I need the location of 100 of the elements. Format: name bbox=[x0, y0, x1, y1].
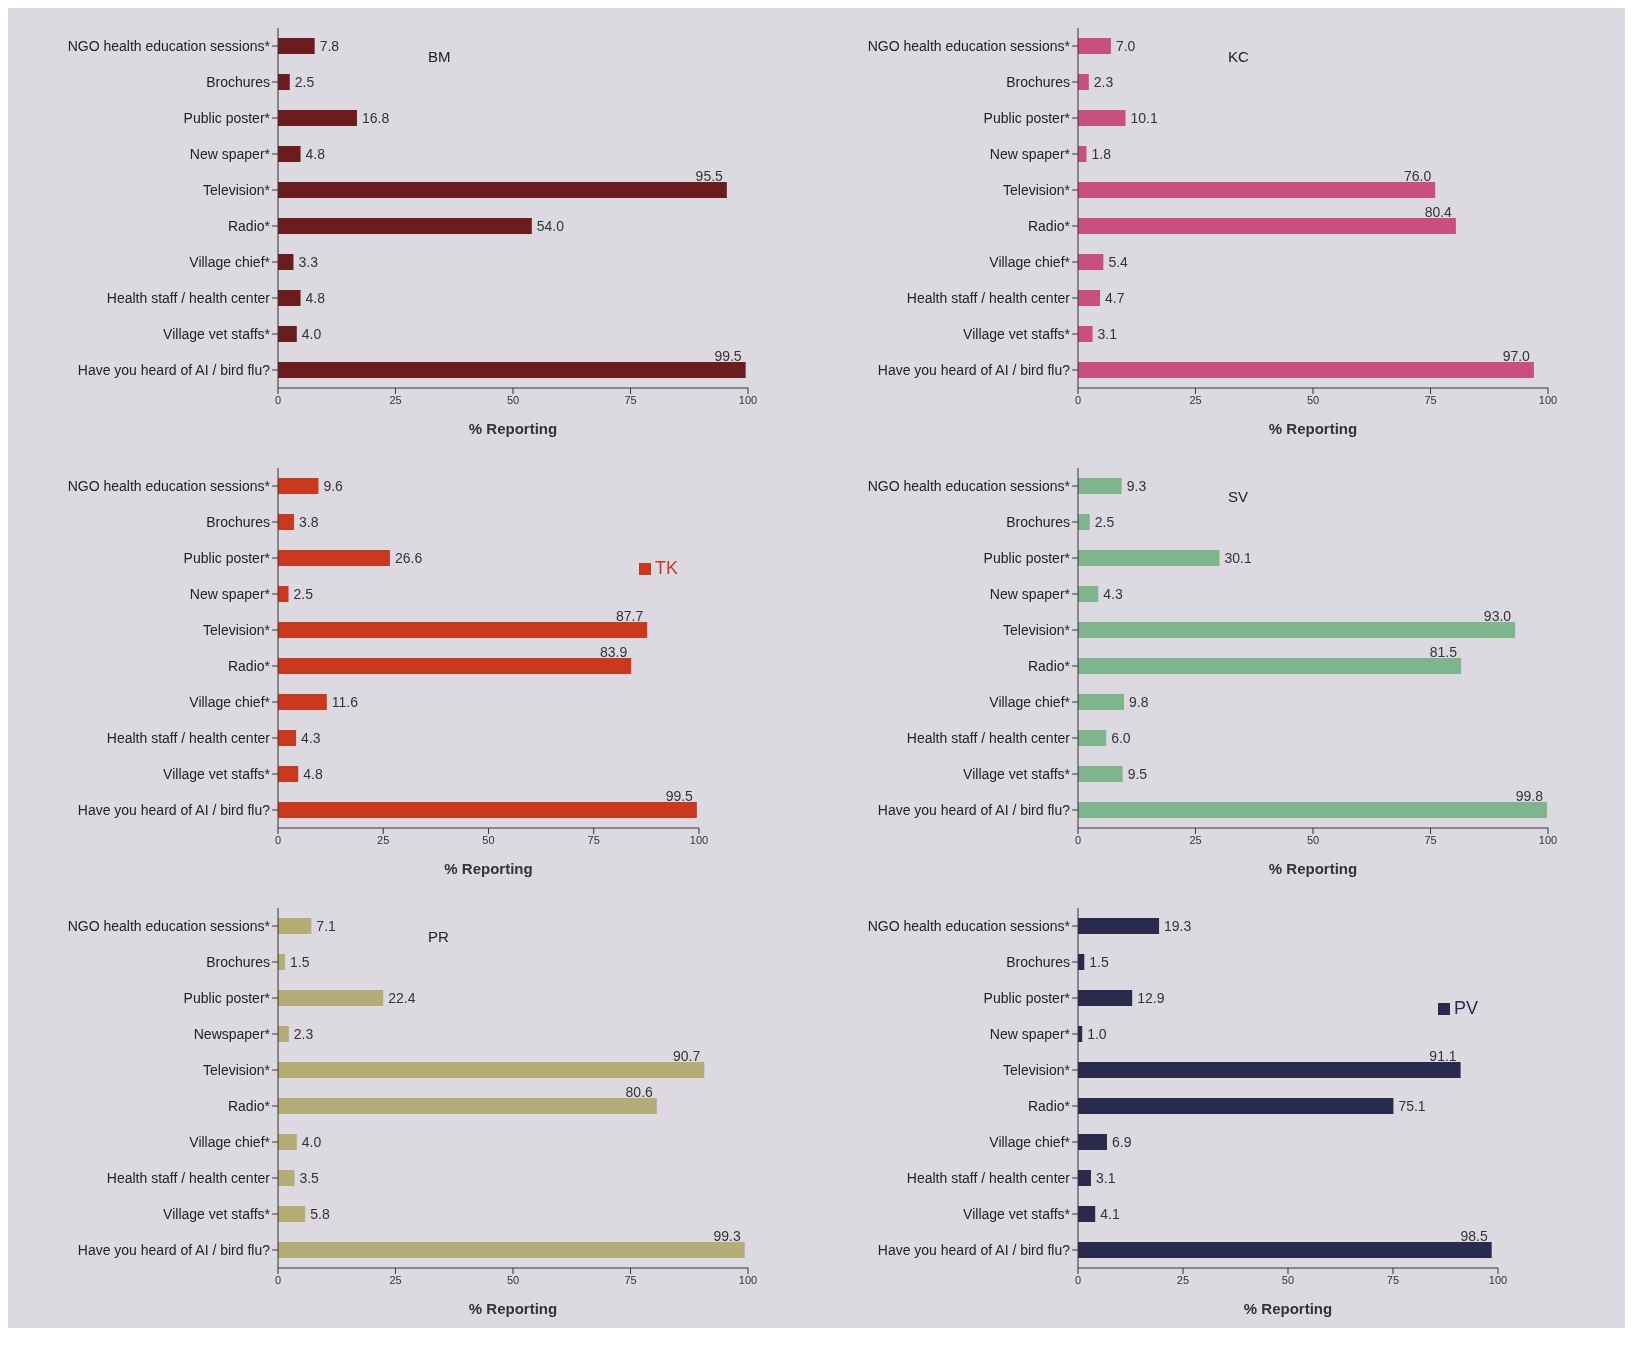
data-label: 97.0 bbox=[1502, 348, 1531, 364]
bar bbox=[1078, 478, 1122, 494]
x-axis-title: % Reporting bbox=[1268, 420, 1358, 437]
data-label: 87.7 bbox=[615, 608, 644, 624]
bar bbox=[1078, 1170, 1092, 1186]
bar bbox=[1078, 290, 1101, 306]
bar bbox=[278, 694, 327, 710]
data-label: 3.8 bbox=[299, 514, 319, 530]
x-tick-label: 25 bbox=[1176, 1273, 1190, 1286]
y-tick-label: Health staff / health center bbox=[106, 1169, 271, 1186]
y-tick-label: New spaper* bbox=[189, 145, 271, 162]
x-tick-label: 75 bbox=[624, 1273, 637, 1286]
data-label: 10.1 bbox=[1130, 110, 1158, 126]
bar bbox=[1078, 586, 1099, 602]
data-label: 30.1 bbox=[1224, 550, 1252, 566]
data-label: 80.4 bbox=[1424, 204, 1453, 220]
y-tick-label: Village chief* bbox=[189, 693, 271, 710]
bar bbox=[278, 766, 299, 782]
data-label: 4.3 bbox=[301, 730, 321, 746]
bar bbox=[278, 1134, 297, 1150]
y-tick-label: Village vet staffs* bbox=[963, 765, 1071, 782]
data-label: 95.5 bbox=[695, 168, 724, 184]
y-tick-label: Village chief* bbox=[189, 1133, 271, 1150]
data-label: 4.8 bbox=[305, 290, 326, 306]
bar bbox=[1078, 218, 1456, 234]
bar bbox=[1078, 38, 1111, 54]
y-tick-label: New spaper* bbox=[989, 145, 1071, 162]
x-tick-label: 50 bbox=[1281, 1273, 1295, 1286]
data-label: 7.0 bbox=[1115, 38, 1136, 54]
y-tick-label: Television* bbox=[203, 621, 271, 638]
data-label: 76.0 bbox=[1403, 168, 1432, 184]
bar bbox=[278, 182, 727, 198]
bar bbox=[1078, 110, 1126, 126]
y-tick-label: Public poster* bbox=[983, 989, 1071, 1006]
bar bbox=[1078, 622, 1516, 638]
y-tick-label: Have you heard of AI / bird flu? bbox=[77, 801, 271, 818]
x-tick-label: 25 bbox=[377, 833, 390, 846]
y-tick-label: Have you heard of AI / bird flu? bbox=[877, 801, 1071, 818]
x-tick-label: 100 bbox=[1538, 393, 1558, 406]
data-label: 83.9 bbox=[599, 644, 628, 660]
bar bbox=[278, 1026, 289, 1042]
bar bbox=[1078, 802, 1548, 818]
bar bbox=[1078, 766, 1123, 782]
data-label: 9.3 bbox=[1126, 478, 1147, 494]
bar bbox=[278, 1242, 745, 1258]
y-tick-label: New spaper* bbox=[989, 1025, 1071, 1042]
y-tick-label: Public poster* bbox=[183, 109, 271, 126]
bar bbox=[278, 290, 301, 306]
data-label: 22.4 bbox=[388, 990, 416, 1006]
legend-label: TK bbox=[654, 558, 678, 578]
y-tick-label: Radio* bbox=[227, 1097, 271, 1114]
annotation: PR bbox=[428, 928, 449, 945]
data-label: 80.6 bbox=[625, 1084, 654, 1100]
x-tick-label: 75 bbox=[1386, 1273, 1400, 1286]
data-label: 98.5 bbox=[1460, 1228, 1488, 1244]
data-label: 7.8 bbox=[319, 38, 340, 54]
bar bbox=[278, 326, 297, 342]
x-tick-label: 25 bbox=[1189, 393, 1202, 406]
data-label: 91.1 bbox=[1429, 1048, 1457, 1064]
y-tick-label: Health staff / health center bbox=[906, 289, 1071, 306]
bar bbox=[1078, 514, 1090, 530]
x-tick-label: 75 bbox=[624, 393, 637, 406]
x-tick-label: 75 bbox=[1424, 833, 1437, 846]
y-tick-label: Television* bbox=[1003, 621, 1071, 638]
data-label: 5.8 bbox=[310, 1206, 330, 1222]
x-tick-label: 0 bbox=[1074, 833, 1082, 846]
y-tick-label: Public poster* bbox=[183, 549, 271, 566]
y-tick-label: NGO health education sessions* bbox=[867, 37, 1071, 54]
bar bbox=[1078, 1242, 1492, 1258]
bar bbox=[278, 658, 632, 674]
y-tick-label: Village vet staffs* bbox=[963, 325, 1071, 342]
data-label: 2.5 bbox=[293, 586, 314, 602]
data-label: 81.5 bbox=[1429, 644, 1458, 660]
y-tick-label: Brochures bbox=[1006, 513, 1070, 530]
data-label: 4.0 bbox=[301, 326, 322, 342]
y-tick-label: Village chief* bbox=[989, 253, 1071, 270]
y-tick-label: Brochures bbox=[206, 73, 270, 90]
bar bbox=[278, 730, 297, 746]
x-axis-title: % Reporting bbox=[468, 1300, 558, 1317]
bar bbox=[1078, 730, 1107, 746]
data-label: 12.9 bbox=[1137, 990, 1165, 1006]
data-label: 3.5 bbox=[299, 1170, 320, 1186]
y-tick-label: Have you heard of AI / bird flu? bbox=[877, 361, 1071, 378]
y-tick-label: NGO health education sessions* bbox=[867, 477, 1071, 494]
y-tick-label: Television* bbox=[203, 1061, 271, 1078]
x-tick-label: 100 bbox=[1488, 1273, 1508, 1286]
bar bbox=[1078, 550, 1220, 566]
bar bbox=[1078, 326, 1093, 342]
y-tick-label: Health staff / health center bbox=[106, 289, 271, 306]
data-label: 11.6 bbox=[331, 694, 359, 710]
bar bbox=[278, 990, 384, 1006]
annotation: BM bbox=[428, 48, 451, 65]
y-tick-label: Village vet staffs* bbox=[163, 765, 271, 782]
bar bbox=[278, 802, 697, 818]
bar bbox=[1078, 990, 1133, 1006]
y-tick-label: Village vet staffs* bbox=[163, 325, 271, 342]
data-label: 6.0 bbox=[1111, 730, 1131, 746]
x-axis-title: % Reporting bbox=[468, 420, 558, 437]
x-axis-title: % Reporting bbox=[444, 860, 533, 877]
data-label: 2.5 bbox=[294, 74, 315, 90]
